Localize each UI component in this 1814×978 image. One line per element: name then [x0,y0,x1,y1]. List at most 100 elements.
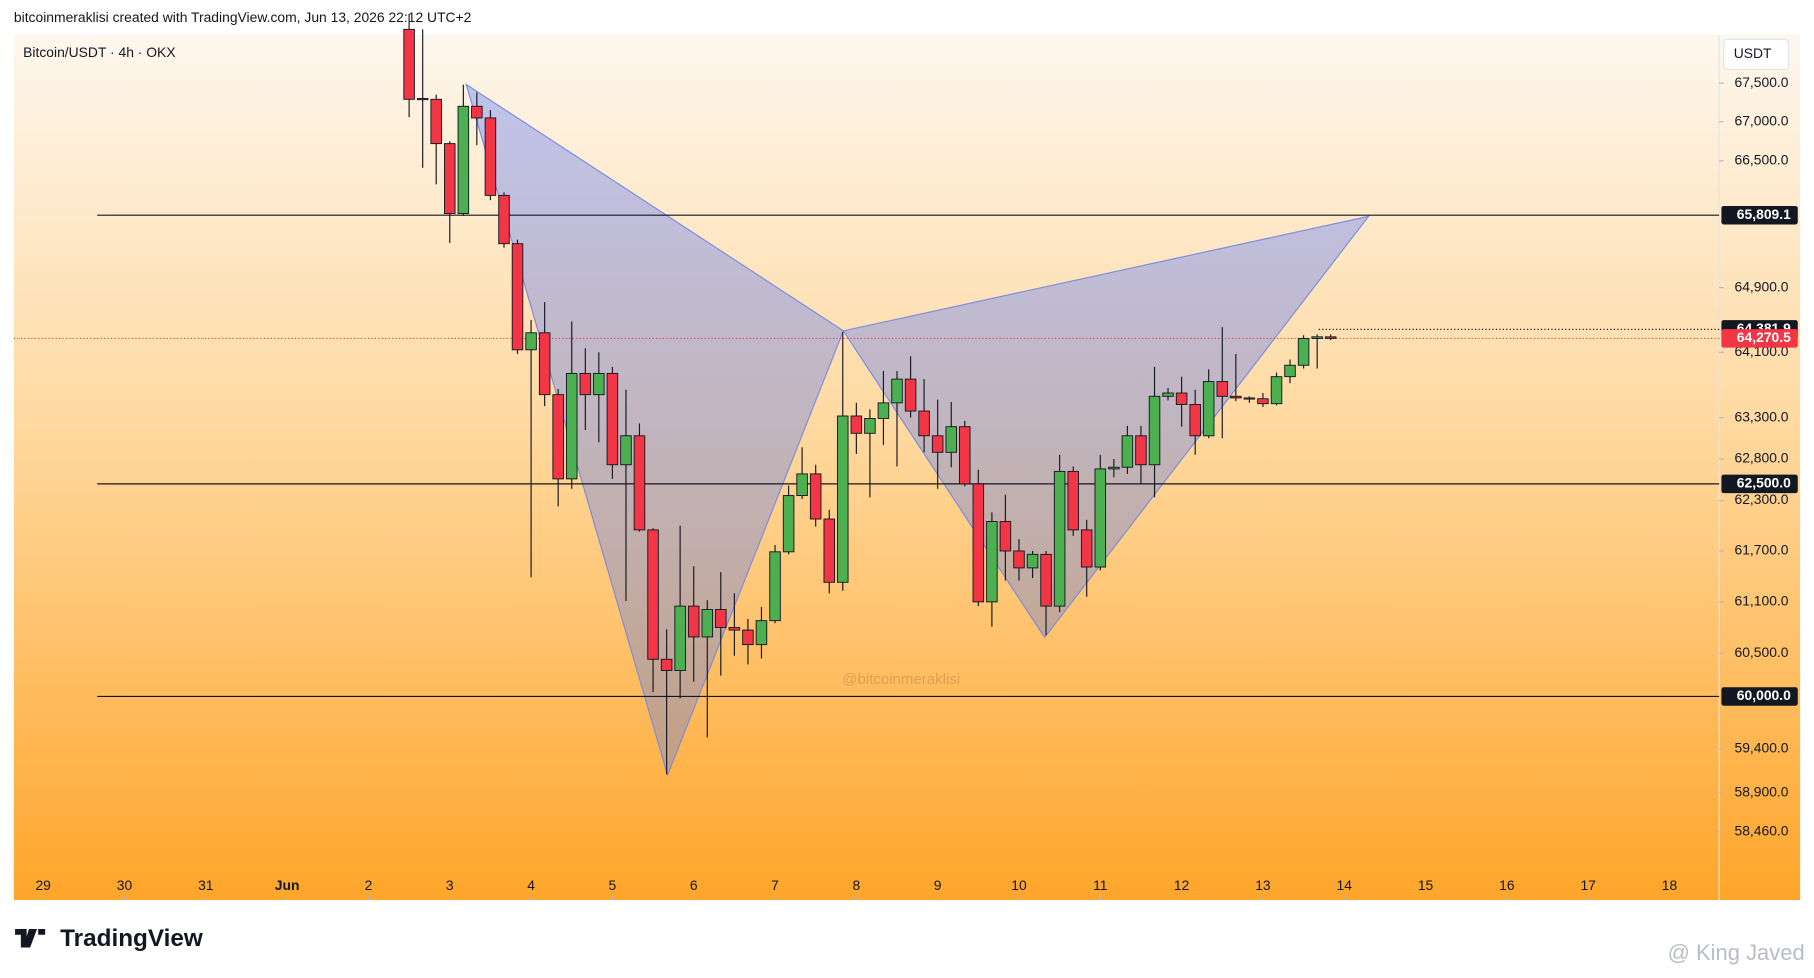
x-tick-label: 13 [1255,877,1271,893]
tradingview-logo: TradingView [15,925,203,952]
candle-body [674,605,686,671]
candle-body [1053,470,1066,607]
candle-body [1297,337,1310,366]
attribution: bitcoinmeraklisi created with TradingVie… [14,9,472,25]
x-tick-label: 11 [1093,877,1108,893]
candle-body [701,609,714,638]
candle-body [755,620,768,646]
x-tick-label: 29 [35,877,51,893]
candle-body [1162,392,1174,397]
price-line-label: 60,000.0 [1737,687,1791,703]
y-tick-label: 61,700.0 [1735,542,1789,558]
candle-body [1311,336,1323,339]
candle-body [484,117,497,196]
candle-body [769,551,781,622]
y-tick-label: 67,500.0 [1735,74,1789,90]
candle-body [416,98,429,101]
candle-body [1216,381,1229,397]
candle-body [444,143,456,215]
price-line-label-bg [1721,474,1798,494]
y-tick-label: 67,000.0 [1735,112,1789,128]
x-tick-label: 14 [1337,877,1353,893]
candle-body [891,378,903,404]
candle-body [1175,392,1188,405]
candle-body [918,410,930,437]
candle-body [809,473,822,520]
candle-body [1324,336,1337,339]
candle-body [972,483,985,603]
y-tick-label: 63,300.0 [1735,408,1789,424]
x-tick-label: 12 [1174,877,1190,893]
candle-body [1040,553,1052,607]
candle-body [471,105,483,119]
y-tick-label: 66,500.0 [1735,151,1789,167]
x-tick-label: Jun [275,877,300,893]
y-tick-label: 64,900.0 [1735,278,1789,294]
price-line-label: 65,809.1 [1737,206,1791,222]
candle-body [796,473,808,497]
last-price-label: 64,270.5 [1737,329,1791,345]
x-tick-label: 8 [852,877,860,893]
candle-body [1026,553,1039,569]
candle-body [823,518,836,583]
candle-body [1230,395,1242,399]
y-tick-label: 61,100.0 [1735,593,1789,609]
candle-body [1094,468,1107,568]
candle-body [511,243,524,351]
logo-icon [15,928,46,948]
candle-body [850,415,863,434]
candle-body [1270,376,1283,405]
candle-body [931,435,944,453]
candle-body [904,378,917,412]
symbol-title: Bitcoin/USDT · 4h · OKX [23,44,175,60]
x-tick-label: 3 [446,877,454,893]
candle-body [593,372,605,396]
candle-body [633,435,646,531]
x-tick-label: 9 [934,877,942,893]
x-tick-label: 4 [527,877,535,893]
price-line-label-bg [1721,205,1798,225]
candle-body [1067,470,1079,531]
y-tick-label: 58,900.0 [1735,784,1789,800]
candle-body [538,332,551,396]
candle-body [660,658,673,671]
candle-body [1121,435,1134,468]
price-line-label: 62,500.0 [1737,475,1791,491]
candle-body [864,418,876,434]
x-tick-label: 6 [690,877,698,893]
candle-body [999,521,1012,552]
x-tick-label: 2 [365,877,373,893]
x-tick-label: 5 [609,877,617,893]
candle-body [837,415,849,583]
candle-body [565,372,578,480]
y-tick-label: 62,800.0 [1735,450,1789,466]
plot: 67,500.067,000.066,500.064,900.064,100.0… [13,14,1798,901]
candle-body [647,529,659,660]
candle-body [552,394,564,480]
candle-body [1013,550,1025,569]
x-tick-label: 16 [1499,877,1515,893]
candle-body [579,372,592,396]
candle-body [728,627,741,631]
chart-panel [13,34,1801,901]
candle-body [715,609,727,628]
candle-body [1257,398,1269,405]
x-tick-label: 30 [117,877,133,893]
watermark: @bitcoinmeraklisi [842,671,960,688]
candle-body [430,98,442,145]
currency-box [1723,38,1790,70]
x-tick-label: 17 [1580,877,1596,893]
candle-body [1135,435,1147,466]
candle-body [1284,364,1296,378]
candle-body [782,495,795,553]
candle-body [1189,404,1201,437]
y-tick-label: 62,300.0 [1735,491,1789,507]
candle-body [606,372,619,466]
candle-body [498,194,510,245]
candle-body [620,435,632,466]
candle-body [986,521,998,603]
candle-body [958,426,971,485]
candle-body [742,629,754,646]
